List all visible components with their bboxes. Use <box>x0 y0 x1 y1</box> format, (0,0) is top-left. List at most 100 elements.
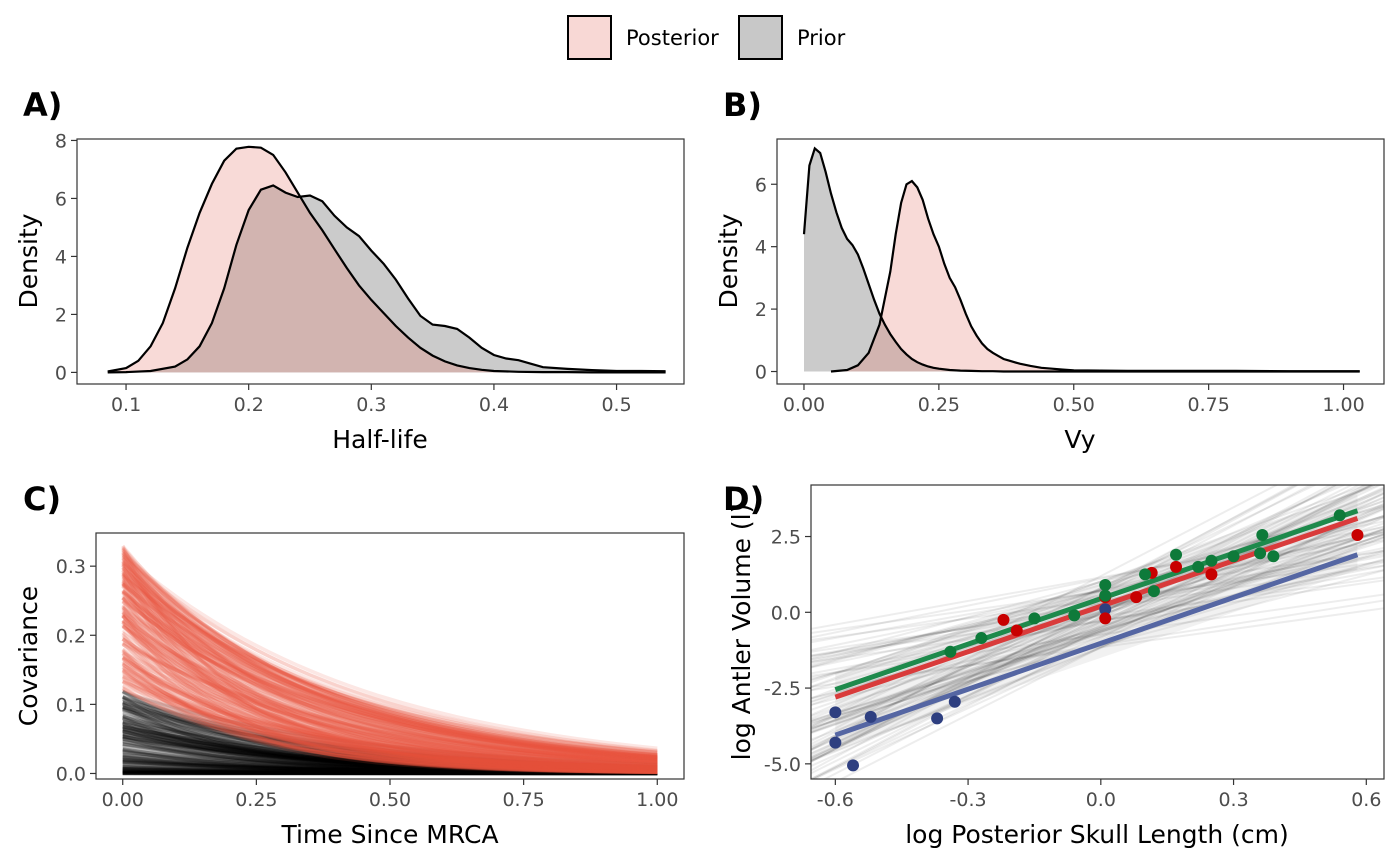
panel-c-curve-prior <box>122 729 658 774</box>
panel-d-point-red <box>1351 529 1364 542</box>
panel-c-curve-posterior <box>121 575 658 766</box>
panel-c-curve-posterior <box>121 584 658 761</box>
panel-c-curve-prior <box>122 767 658 776</box>
panel-d-point-blue <box>1099 603 1112 616</box>
panel-c-curve-prior <box>122 748 658 775</box>
panel-c-curve-posterior <box>121 642 658 773</box>
panel-c-curve-posterior <box>121 677 658 774</box>
panel-c-curve-prior <box>122 756 658 775</box>
panel-c-curve-posterior <box>121 547 658 769</box>
panel-c-curve-posterior <box>121 618 658 769</box>
panel-c-curve-posterior <box>122 680 658 767</box>
panel-c-curve-posterior <box>121 668 658 774</box>
panel-c-curve-prior <box>122 728 658 772</box>
panel-c-curve-prior <box>122 689 658 767</box>
panel-c-curve-prior <box>122 725 658 775</box>
panel-c-curve-prior <box>122 697 658 773</box>
panel-c-curve-posterior <box>121 573 658 759</box>
panel-c-curve-posterior <box>121 560 658 757</box>
panel-c-curve-prior <box>122 722 658 775</box>
panel-c-curve-prior <box>122 725 658 774</box>
panel-c-curve-prior <box>122 750 658 775</box>
panel-c-curve-posterior <box>121 583 658 761</box>
panel-c-curve-prior <box>122 755 658 776</box>
panel-c-curve-prior <box>122 706 658 774</box>
panel-d-xlabel: log Posterior Skull Length (cm) <box>905 820 1289 849</box>
panel-d-ytick-label: -5.0 <box>764 754 801 776</box>
panel-d-xtick-label: -0.3 <box>950 789 987 811</box>
panel-c-curve-prior <box>122 710 658 769</box>
panel-a-xtick-label: 0.2 <box>234 394 264 416</box>
panel-c-curve-prior <box>122 742 658 774</box>
panel-d-point-green <box>1227 550 1240 563</box>
panel-c-curve-posterior <box>121 624 658 771</box>
panel-c-curve-prior <box>122 757 658 774</box>
panel-d-tag: D) <box>723 480 764 518</box>
panel-a-frame <box>76 138 685 385</box>
panel-c-curve-prior <box>122 771 658 776</box>
panel-c-curve-prior <box>122 765 658 775</box>
panel-c-curve-prior <box>122 739 658 773</box>
panel-c-curve-prior <box>121 689 658 772</box>
panel-c-curve-prior <box>122 724 658 773</box>
panel-d-xtick-label: 0.0 <box>1086 789 1116 811</box>
panel-c-xtick-label: 0.00 <box>102 789 144 811</box>
panel-c-curve-posterior <box>121 600 658 762</box>
panel-c-curve-posterior <box>121 661 658 764</box>
panel-c-curve-posterior <box>121 669 658 774</box>
panel-c-curve-prior <box>122 731 658 773</box>
panel-c-xtick-label: 0.75 <box>502 789 544 811</box>
panel-c-curve-prior <box>122 719 658 770</box>
panel-c-curve-posterior <box>121 641 658 763</box>
legend-key-posterior <box>567 15 612 60</box>
panel-d-posterior-line <box>811 485 1368 779</box>
panel-d-point-green <box>1267 550 1280 563</box>
panel-c-curve-prior <box>121 707 658 775</box>
panel-c-curve-prior <box>122 729 658 773</box>
panel-c-curve-posterior <box>121 574 658 755</box>
panel-d-regression-blue <box>834 552 1359 738</box>
panel-c-curve-prior <box>122 758 658 775</box>
panel-c-curve-posterior <box>121 674 658 768</box>
panel-c-curve-posterior <box>121 674 658 771</box>
panel-d-posterior-line <box>811 485 1279 728</box>
panel-c-curve-prior <box>122 757 658 775</box>
panel-c-curve-posterior <box>121 568 658 757</box>
panel-c-curve-posterior <box>121 563 658 760</box>
panel-d-point-red <box>1099 612 1112 625</box>
panel-c-curve-posterior <box>121 655 658 764</box>
panel-c-curve-posterior <box>121 564 658 774</box>
panel-c-curve-prior <box>122 747 658 775</box>
panel-c-curve-posterior <box>121 657 658 771</box>
panel-c-curve-posterior <box>121 606 658 760</box>
panel-c-curve-prior <box>121 695 658 775</box>
panel-c-curve-prior <box>122 705 658 773</box>
panel-c-curve-posterior <box>121 590 658 763</box>
panel-d-posterior-line <box>811 485 1341 746</box>
panel-c-curve-prior <box>122 705 658 769</box>
panel-c-curve-prior <box>122 697 658 769</box>
panel-c-curve-posterior <box>121 582 658 758</box>
panel-c-curve-posterior <box>121 595 658 760</box>
panel-c-curve-prior <box>122 767 658 775</box>
panel-c-curve-prior <box>122 729 658 775</box>
panel-c-curve-prior <box>122 760 658 775</box>
panel-c-curve-prior <box>122 713 658 773</box>
panel-c-curve-posterior <box>121 642 658 769</box>
panel-d-posterior-line <box>811 526 1384 630</box>
panel-b-xtick-label: 1.00 <box>1322 394 1364 416</box>
panel-d-point-red <box>1130 591 1143 604</box>
panel-c-curve-posterior <box>121 584 658 772</box>
panel-c-curve-posterior <box>121 687 658 771</box>
panel-c-curve-posterior <box>121 549 658 760</box>
panel-d-regression-green <box>834 508 1359 692</box>
panel-d-xtick-label: 0.6 <box>1351 789 1381 811</box>
panel-c-curve-posterior <box>121 569 658 774</box>
panel-c-curve-posterior <box>121 572 658 770</box>
panel-c-curve-posterior <box>121 566 658 770</box>
panel-c-curve-prior <box>122 735 658 772</box>
panel-c-curve-prior <box>122 766 658 775</box>
panel-c-curve-prior <box>122 724 658 773</box>
legend-label-posterior: Posterior <box>626 26 719 50</box>
panel-c-curve-posterior <box>121 675 658 773</box>
